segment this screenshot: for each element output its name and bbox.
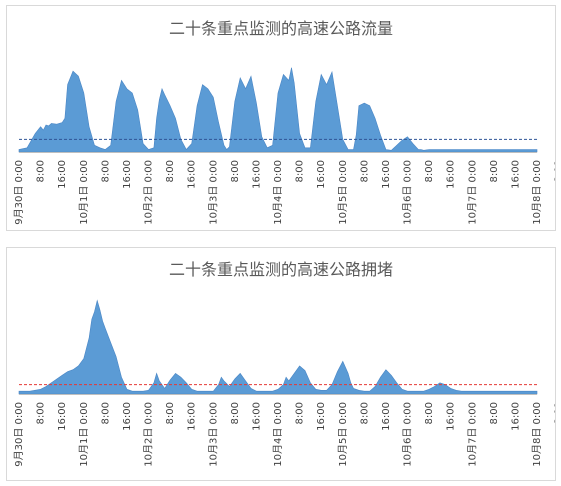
x-tick-label: 16:00 — [122, 402, 133, 431]
x-tick-label: 10月2日 0:00 — [143, 402, 155, 467]
x-tick-label: 10月4日 0:00 — [272, 402, 284, 467]
x-tick-label: 8:00 — [36, 160, 47, 182]
x-tick-label: 16:00 — [122, 160, 133, 189]
traffic-volume-area — [18, 67, 538, 153]
x-tick-label: 8:00 — [100, 402, 111, 424]
x-tick-label: 8:00 — [100, 160, 111, 182]
x-tick-label: 8:00 — [295, 160, 306, 182]
x-tick-label: 10月6日 0:00 — [402, 402, 414, 467]
traffic-volume-chart: 二十条重点监测的高速公路流量 9月30日 0:00 8:00 16:00 10月1日 … — [13, 19, 555, 225]
x-tick-label: 10月7日 0:00 — [466, 160, 478, 225]
x-axis-tick-labels: 9月30日 0:00 8:00 16:00 10月1日 0:00 8:00 16:00 10… — [13, 402, 555, 467]
x-tick-label: 16:00 — [57, 402, 68, 431]
traffic-congestion-chart-panel: 二十条重点监测的高速公路拥堵 9月30日 0:00 8:00 16:00 10月1日 … — [6, 247, 556, 481]
x-tick-label: 10月3日 0:00 — [207, 402, 219, 467]
x-tick-label: 8:00 — [165, 160, 176, 182]
x-tick-label: 10月7日 0:00 — [466, 402, 478, 467]
x-tick-label: 16:00 — [57, 160, 68, 189]
x-tick-label: 10月8日 0:00 — [531, 160, 543, 225]
x-tick-label: 8:00 — [554, 402, 555, 424]
chart-title: 二十条重点监测的高速公路流量 — [169, 19, 393, 38]
x-tick-label: 16:00 — [251, 402, 262, 431]
x-tick-label: 10月1日 0:00 — [78, 402, 90, 467]
x-tick-label: 8:00 — [230, 160, 241, 182]
traffic-volume-chart-panel: 二十条重点监测的高速公路流量 9月30日 0:00 8:00 16:00 10月1日 … — [6, 5, 556, 231]
x-tick-label: 8:00 — [489, 402, 500, 424]
x-tick-label: 16:00 — [381, 160, 392, 189]
x-tick-label: 8:00 — [230, 402, 241, 424]
x-axis-tick-labels: 9月30日 0:00 8:00 16:00 10月1日 0:00 8:00 16:00 10… — [13, 160, 555, 225]
x-tick-label: 10月5日 0:00 — [337, 402, 349, 467]
x-tick-label: 10月5日 0:00 — [337, 160, 349, 225]
x-tick-label: 8:00 — [295, 402, 306, 424]
x-tick-label: 8:00 — [359, 402, 370, 424]
x-tick-label: 16:00 — [510, 402, 521, 431]
x-tick-label: 16:00 — [381, 402, 392, 431]
traffic-congestion-area — [18, 299, 538, 395]
x-tick-label: 8:00 — [165, 402, 176, 424]
x-tick-label: 10月3日 0:00 — [207, 160, 219, 225]
chart-title: 二十条重点监测的高速公路拥堵 — [169, 260, 393, 279]
x-tick-label: 16:00 — [187, 402, 198, 431]
x-tick-label: 10月8日 0:00 — [531, 402, 543, 467]
x-tick-label: 16:00 — [446, 160, 457, 189]
x-tick-label: 8:00 — [424, 160, 435, 182]
x-tick-label: 10月6日 0:00 — [402, 160, 414, 225]
x-tick-label: 16:00 — [316, 160, 327, 189]
x-tick-label: 9月30日 0:00 — [13, 402, 25, 467]
x-tick-label: 16:00 — [187, 160, 198, 189]
x-tick-label: 8:00 — [554, 160, 555, 182]
x-tick-label: 8:00 — [359, 160, 370, 182]
x-tick-label: 10月4日 0:00 — [272, 160, 284, 225]
x-tick-label: 9月30日 0:00 — [13, 160, 25, 225]
x-tick-label: 16:00 — [316, 402, 327, 431]
x-tick-label: 8:00 — [424, 402, 435, 424]
x-tick-label: 10月1日 0:00 — [78, 160, 90, 225]
x-tick-label: 10月2日 0:00 — [143, 160, 155, 225]
x-tick-label: 16:00 — [251, 160, 262, 189]
x-tick-label: 8:00 — [489, 160, 500, 182]
x-tick-label: 16:00 — [510, 160, 521, 189]
traffic-congestion-chart: 二十条重点监测的高速公路拥堵 9月30日 0:00 8:00 16:00 10月1日 … — [13, 260, 555, 467]
x-tick-label: 8:00 — [36, 402, 47, 424]
x-tick-label: 16:00 — [446, 402, 457, 431]
